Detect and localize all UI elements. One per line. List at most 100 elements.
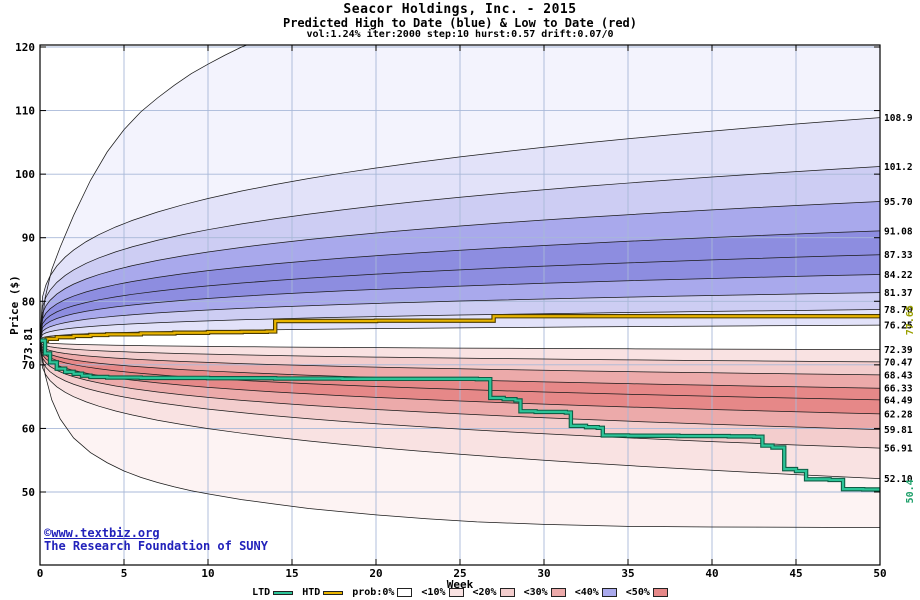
- x-tick-label: 30: [537, 567, 550, 580]
- legend-swatch-p20: [499, 588, 515, 597]
- y-tick-label: 80: [22, 295, 35, 308]
- boundary-line: [40, 340, 880, 351]
- boundary-value-label: 78.70: [884, 305, 913, 316]
- boundary-value-label: 91.08: [884, 226, 913, 237]
- legend-label-p10: <10%: [421, 587, 446, 598]
- legend-label-p20: <20%: [472, 587, 497, 598]
- fan-band: [40, 340, 880, 528]
- chart-title: Seacor Holdings, Inc. - 2015: [343, 2, 577, 17]
- legend-item-p10: <10%: [421, 587, 464, 598]
- x-tick-label: 0: [37, 567, 44, 580]
- start-price-label: 73.81: [22, 327, 35, 360]
- y-tick-label: 90: [22, 232, 35, 245]
- legend-label-p0: prob:0%: [352, 587, 395, 598]
- x-tick-label: 5: [121, 567, 128, 580]
- boundary-line: [40, 201, 880, 341]
- legend-item-p20: <20%: [473, 587, 515, 598]
- legend: LTD HTD prob:0% <10% <20% <30% <40% <50%: [0, 587, 920, 598]
- legend-swatch-p10: [448, 588, 464, 597]
- htd-line: [40, 315, 880, 342]
- legend-item-htd: HTD: [302, 587, 344, 598]
- boundary-line: [40, 340, 880, 449]
- ltd-line: [40, 339, 880, 491]
- boundary-value-label: 62.28: [884, 409, 913, 420]
- boundary-value-label: 70.47: [884, 357, 913, 368]
- legend-item-ltd: LTD: [252, 587, 294, 598]
- boundary-value-label: 84.22: [884, 270, 913, 281]
- boundary-value-label: 101.2: [884, 162, 913, 173]
- x-tick-label: 45: [789, 567, 802, 580]
- legend-label-ltd: LTD: [252, 587, 271, 598]
- legend-label-p30: <30%: [523, 587, 548, 598]
- boundary-line: [40, 254, 880, 341]
- fan-band: [40, 340, 880, 400]
- x-axis-title: Week: [446, 578, 474, 591]
- boundary-value-label: 95.70: [884, 197, 913, 208]
- boundary-value-label: 81.37: [884, 288, 913, 299]
- x-tick-label: 50: [873, 567, 886, 580]
- fan-band: [40, 45, 880, 341]
- boundary-value-label: 56.91: [884, 444, 913, 455]
- fan-band: [40, 230, 880, 341]
- ltd-final-label: 50.4: [905, 479, 916, 503]
- fan-band: [40, 201, 880, 341]
- boundary-line: [40, 274, 880, 341]
- boundary-line: [40, 340, 880, 528]
- boundary-value-label: 59.81: [884, 425, 913, 436]
- boundary-value-label: 87.33: [884, 250, 913, 261]
- fan-layers: [40, 45, 880, 565]
- legend-swatch-ltd: [273, 590, 294, 595]
- x-tick-label: 15: [285, 567, 298, 580]
- legend-item-p0: prob:0%: [352, 587, 413, 598]
- boundary-value-label: 66.33: [884, 384, 913, 395]
- fan-band: [40, 254, 880, 341]
- boundary-line: [40, 340, 880, 480]
- legend-swatch-p50: [652, 588, 668, 597]
- legend-swatch-htd: [323, 590, 344, 595]
- htd-final-label: 77.65: [905, 305, 916, 335]
- y-tick-label: 50: [22, 486, 35, 499]
- legend-swatch-p40: [601, 588, 617, 597]
- fan-band: [40, 340, 880, 375]
- boundary-value-label: 68.43: [884, 370, 913, 381]
- x-tick-label: 10: [201, 567, 214, 580]
- legend-label-p40: <40%: [574, 587, 599, 598]
- boundary-line: [40, 117, 880, 341]
- boundary-line: [40, 340, 880, 363]
- boundary-line: [40, 292, 880, 341]
- legend-item-p30: <30%: [524, 587, 566, 598]
- boundary-line: [40, 230, 880, 341]
- boundary-value-label: 76.25: [884, 321, 913, 332]
- y-tick-label: 100: [15, 168, 35, 181]
- x-tick-label: 35: [621, 567, 634, 580]
- legend-item-p40: <40%: [575, 587, 617, 598]
- legend-item-p50: <50%: [626, 587, 668, 598]
- boundary-line: [40, 166, 880, 341]
- y-tick-label: 70: [22, 359, 35, 372]
- chart-params: vol:1.24% iter:2000 step:10 hurst:0.57 d…: [306, 29, 614, 40]
- boundary-line: [40, 340, 880, 376]
- fan-band: [40, 274, 880, 341]
- copyright-link[interactable]: ©www.textbiz.org: [44, 526, 160, 540]
- boundary-value-label: 108.9: [884, 113, 913, 124]
- copyright-org: The Research Foundation of SUNY: [44, 539, 268, 553]
- chart-subtitle: Predicted High to Date (blue) & Low to D…: [282, 16, 637, 30]
- y-tick-label: 110: [15, 105, 35, 118]
- legend-label-p50: <50%: [625, 587, 650, 598]
- boundary-line: [40, 45, 248, 341]
- legend-swatch-p30: [550, 588, 566, 597]
- legend-swatch-p0: [397, 588, 413, 597]
- fan-band: [40, 340, 880, 479]
- x-tick-label: 20: [369, 567, 382, 580]
- fan-band: [40, 166, 880, 341]
- fan-band: [40, 117, 880, 341]
- boundary-value-label: 64.49: [884, 395, 913, 406]
- y-axis-title: Price ($): [8, 275, 21, 335]
- copyright-block: ©www.textbiz.org The Research Foundation…: [44, 527, 268, 553]
- legend-label-htd: HTD: [302, 587, 321, 598]
- x-tick-label: 25: [453, 567, 466, 580]
- y-tick-label: 120: [15, 41, 35, 54]
- x-tick-label: 40: [705, 567, 718, 580]
